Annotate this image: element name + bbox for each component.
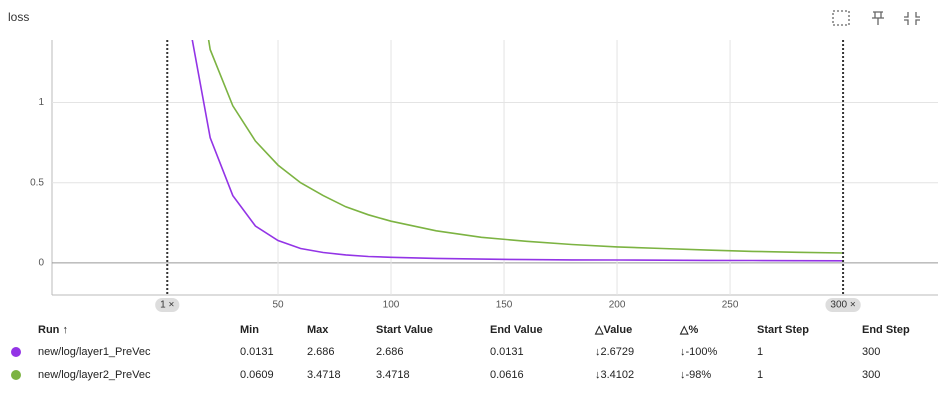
table-cell: 3.4718 <box>376 369 410 381</box>
range-label: 300 × <box>830 300 855 311</box>
table-cell: 300 <box>862 369 880 381</box>
range-label: 1 × <box>160 300 174 311</box>
column-header: End Value <box>490 324 543 336</box>
column-header: △% <box>679 324 698 336</box>
table-cell: 3.4718 <box>307 369 341 381</box>
run-color-dot <box>11 370 21 380</box>
series-group <box>191 40 844 262</box>
x-tick-label: 150 <box>496 300 513 311</box>
range-pill <box>155 298 180 312</box>
table-cell: 0.0131 <box>240 346 274 358</box>
column-header: Min <box>240 324 259 336</box>
pin-icon[interactable] <box>872 11 884 25</box>
series-line <box>191 40 844 262</box>
table-cell: ↓2.6729 <box>595 346 634 358</box>
x-tick-label: 200 <box>609 300 626 311</box>
table-cell: 0.0609 <box>240 369 274 381</box>
toolbar <box>832 10 920 26</box>
table-cell: 300 <box>862 346 880 358</box>
column-header: End Step <box>862 324 910 336</box>
table-cell: 0.0131 <box>490 346 524 358</box>
table-cell: new/log/layer1_PreVec <box>38 346 151 358</box>
chart-title: loss <box>8 10 29 24</box>
collapse-icon[interactable] <box>904 12 920 25</box>
column-header: Start Value <box>376 324 433 336</box>
y-tick-label: 0.5 <box>30 177 44 188</box>
y-tick-label: 0 <box>38 258 44 269</box>
table-cell: 2.686 <box>376 346 404 358</box>
series-line <box>207 40 844 254</box>
fit-icon[interactable] <box>832 10 850 26</box>
range-pill <box>825 298 861 312</box>
x-tick-label: 100 <box>383 300 400 311</box>
table-cell: 2.686 <box>307 346 335 358</box>
column-header: △Value <box>594 324 632 336</box>
x-tick-label: 50 <box>272 300 284 311</box>
x-tick-label: 250 <box>722 300 739 311</box>
table-cell: 1 <box>757 346 763 358</box>
table-cell: ↓-98% <box>680 369 711 381</box>
column-header: Run ↑ <box>38 324 68 336</box>
table-cell: new/log/layer2_PreVec <box>38 369 151 381</box>
run-color-dot <box>11 347 21 357</box>
table-cell: ↓3.4102 <box>595 369 634 381</box>
data-table: Run ↑ Min Max Start Value End Value △Value △% S… <box>11 324 910 381</box>
table-cell: 1 <box>757 369 763 381</box>
column-header: Max <box>307 324 329 336</box>
table-cell: 0.0616 <box>490 369 524 381</box>
y-tick-label: 1 <box>38 97 44 108</box>
column-header: Start Step <box>757 324 809 336</box>
table-cell: ↓-100% <box>680 346 718 358</box>
